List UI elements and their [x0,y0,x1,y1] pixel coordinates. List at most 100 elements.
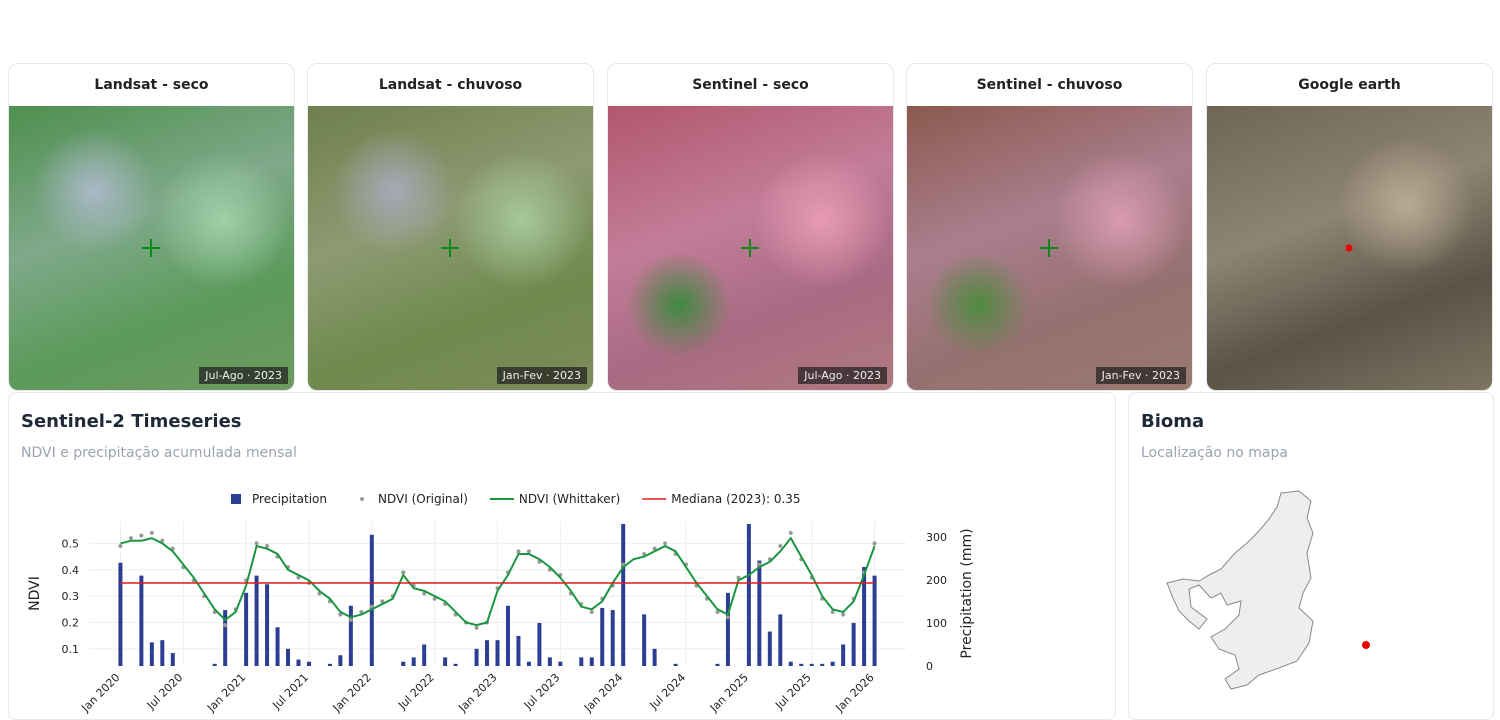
image-card: Sentinel - chuvoso Jan-Fev · 2023 [906,63,1193,391]
panel-subtitle: Localização no mapa [1141,445,1288,461]
precip-bar [212,663,217,666]
timeseries-panel: Sentinel-2 Timeseries NDVI e precipitaçã… [8,392,1116,720]
precip-bar [348,605,353,666]
x-tick-label: Jan 2022 [330,671,374,715]
precip-bar [579,657,584,666]
card-title: Google earth [1298,77,1401,93]
precip-bar [286,648,291,666]
satellite-image: Jan-Fev · 2023 [308,106,593,390]
y2-tick-label: 200 [926,574,947,587]
biome-outline [1166,490,1314,690]
x-tick-label: Jul 2021 [270,671,312,713]
precip-bar [223,610,228,666]
precip-bar [841,644,846,666]
location-marker [142,239,160,257]
ndvi-point [778,544,783,549]
precip-bar [411,657,416,666]
ndvi-point [788,530,793,535]
precip-bar [474,648,479,666]
precip-bar [526,661,531,666]
ndvi-point [265,544,270,549]
ndvi-point [296,575,301,580]
ndvi-point [652,546,657,551]
panel-title: Sentinel-2 Timeseries [21,411,242,432]
image-card: Landsat - seco Jul-Ago · 2023 [8,63,295,391]
precip-bar [621,524,626,666]
precip-bar [862,567,867,666]
satellite-image [1207,106,1492,390]
ndvi-point [736,575,741,580]
panel-subtitle: NDVI e precipitação acumulada mensal [21,445,297,461]
precip-bar [589,657,594,666]
ndvi-point [139,533,144,538]
precip-bar [830,661,835,666]
card-title: Sentinel - chuvoso [976,77,1123,93]
ndvi-point [526,549,531,554]
chart: Jan 2020 Jul 2020 Jan 2021 Jul 2021 Jan 2022… [27,492,975,715]
precip-bar [851,622,856,666]
precip-bar [139,575,144,666]
ndvi-point [757,562,762,567]
ndvi-point [160,538,165,543]
ndvi-point [589,609,594,614]
legend-label: Precipitation [252,492,327,506]
ndvi-point [872,541,877,546]
ndvi-point [841,612,846,617]
precip-bar [306,661,311,666]
precip-bar [160,640,165,666]
precip-bar [715,663,720,666]
ndvi-point [369,604,374,609]
ndvi-point [223,623,228,628]
location-dot [1362,641,1370,649]
precip-bar [673,663,678,666]
precip-bar [757,560,762,666]
ndvi-point [474,625,479,630]
precip-bar [485,640,490,666]
precip-bar [254,575,259,666]
location-marker [441,239,459,257]
image-caption: Jan-Fev · 2023 [1095,367,1186,384]
x-tick-label: Jan 2020 [78,671,122,715]
precip-bar [369,534,374,666]
panel-title: Bioma [1141,411,1205,432]
precip-bar [799,663,804,666]
image-card: Google earth [1206,63,1493,391]
image-caption: Jul-Ago · 2023 [798,367,887,384]
ndvi-line [120,536,876,627]
bioma-panel: Bioma Localização no mapa [1128,392,1494,720]
card-title: Sentinel - seco [692,77,809,93]
precip-bar [558,661,563,666]
precip-bar [809,663,814,666]
x-tick-label: Jul 2020 [144,671,186,713]
legend-label: NDVI (Original) [378,492,468,506]
ndvi-point [128,536,133,541]
precip-bar [537,622,542,666]
ndvi-point [348,617,353,622]
x-tick-label: Jul 2025 [772,671,814,713]
card-title: Landsat - chuvoso [378,77,523,93]
image-caption: Jul-Ago · 2023 [199,367,288,384]
ndvi-point [725,615,730,620]
precip-bar [872,575,877,666]
precip-bar [495,640,500,666]
ndvi-point [359,609,364,614]
precip-bar [725,592,730,666]
legend-label: NDVI (Whittaker) [519,492,620,506]
precip-bar [443,657,448,666]
precip-bar [296,659,301,666]
precip-bar [118,562,123,666]
precip-bar [788,661,793,666]
biome-map [1166,490,1370,690]
x-tick-label: Jul 2023 [521,671,563,713]
ndvi-point [401,570,406,575]
precip-bar [327,663,332,666]
y-tick-label: 0.4 [62,564,80,577]
ndvi-point [715,609,720,614]
legend-swatch [360,497,365,501]
precip-bar [244,592,249,666]
image-card: Sentinel - seco Jul-Ago · 2023 [607,63,894,391]
ndvi-point [422,591,427,596]
location-marker [1040,239,1058,257]
precip-bar [149,642,154,666]
